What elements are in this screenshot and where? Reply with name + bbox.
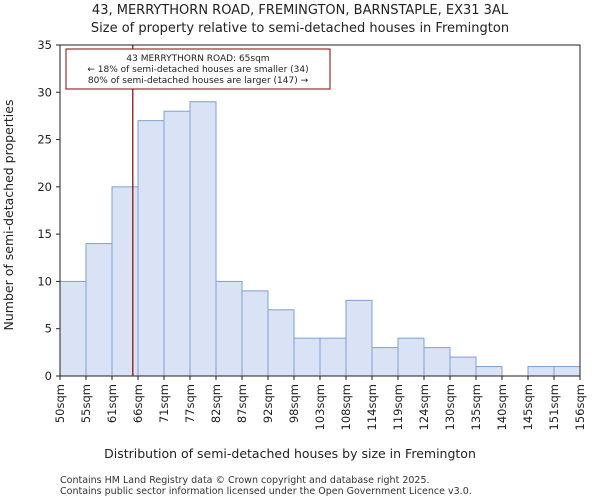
annotation-line-3: 80% of semi-detached houses are larger (… — [88, 76, 309, 86]
y-tick-label: 15 — [37, 227, 52, 241]
bar-119sqm — [397, 337, 425, 377]
bar-50sqm — [59, 280, 87, 377]
bar-145sqm — [527, 366, 555, 377]
bar-98sqm — [293, 337, 321, 377]
annotation-line-2: ← 18% of semi-detached houses are smalle… — [87, 65, 308, 75]
x-axis-label: Distribution of semi-detached houses by … — [104, 446, 476, 461]
annotation-line-1: 43 MERRYTHORN ROAD: 65sqm — [126, 54, 269, 64]
x-tick-label: 151sqm — [547, 384, 561, 430]
bar-151sqm — [553, 366, 581, 377]
x-axis: 50sqm 55sqm 61sqm 66sqm 71sqm 77sqm 82sqm 87sqm… — [53, 376, 587, 430]
y-tick-label: 35 — [37, 38, 52, 52]
x-tick-label: 108sqm — [339, 384, 353, 430]
x-tick-label: 119sqm — [391, 384, 405, 430]
y-axis-label: Number of semi-detached properties — [1, 100, 16, 331]
bar-135sqm — [475, 366, 503, 377]
bar-55sqm — [85, 243, 113, 377]
bar-77sqm — [189, 101, 217, 377]
x-tick-label: 71sqm — [157, 384, 171, 423]
bar-82sqm — [215, 280, 243, 377]
x-tick-label: 114sqm — [365, 384, 379, 430]
x-tick-label: 82sqm — [209, 384, 223, 423]
y-tick-label: 10 — [37, 274, 52, 288]
bar-87sqm — [241, 290, 269, 377]
x-tick-label: 124sqm — [417, 384, 431, 430]
x-tick-label: 156sqm — [573, 384, 587, 430]
x-tick-label: 87sqm — [235, 384, 249, 423]
x-tick-label: 50sqm — [53, 384, 67, 423]
x-tick-label: 135sqm — [469, 384, 483, 430]
x-tick-label: 140sqm — [495, 384, 509, 430]
x-tick-label: 130sqm — [443, 384, 457, 430]
plot-frame — [59, 44, 581, 377]
x-tick-label: 92sqm — [261, 384, 275, 423]
y-tick-label: 30 — [37, 85, 52, 99]
y-tick-label: 0 — [45, 369, 52, 383]
bar-108sqm — [345, 299, 373, 377]
annotation-box: 43 MERRYTHORN ROAD: 65sqm ← 18% of semi-… — [65, 48, 331, 90]
footer-line-1: Contains HM Land Registry data © Crown c… — [60, 475, 430, 486]
bar-71sqm — [163, 110, 191, 377]
annotation-frame — [65, 48, 331, 90]
bar-92sqm — [267, 309, 295, 377]
y-tick-label: 20 — [37, 180, 52, 194]
x-tick-label: 145sqm — [521, 384, 535, 430]
x-tick-label: 103sqm — [313, 384, 327, 430]
bar-114sqm — [371, 347, 399, 377]
bar-124sqm — [423, 347, 451, 377]
x-tick-label: 77sqm — [183, 384, 197, 423]
bar-130sqm — [449, 356, 477, 377]
x-tick-label: 61sqm — [105, 384, 119, 423]
y-axis: 0 5 10 15 20 25 30 35 — [37, 38, 60, 383]
chart-title: 43, MERRYTHORN ROAD, FREMINGTON, BARNSTA… — [92, 3, 509, 18]
bars-group — [59, 101, 581, 377]
chart-subtitle: Size of property relative to semi-detach… — [91, 21, 509, 36]
footer-line-2: Contains public sector information licen… — [60, 486, 472, 497]
bar-61sqm — [111, 186, 139, 377]
x-tick-label: 66sqm — [131, 384, 145, 423]
y-tick-label: 25 — [37, 133, 52, 147]
x-tick-label: 98sqm — [287, 384, 301, 423]
bar-103sqm — [319, 337, 347, 377]
x-tick-label: 55sqm — [79, 384, 93, 423]
bar-66sqm — [137, 120, 165, 377]
y-tick-label: 5 — [45, 322, 52, 336]
